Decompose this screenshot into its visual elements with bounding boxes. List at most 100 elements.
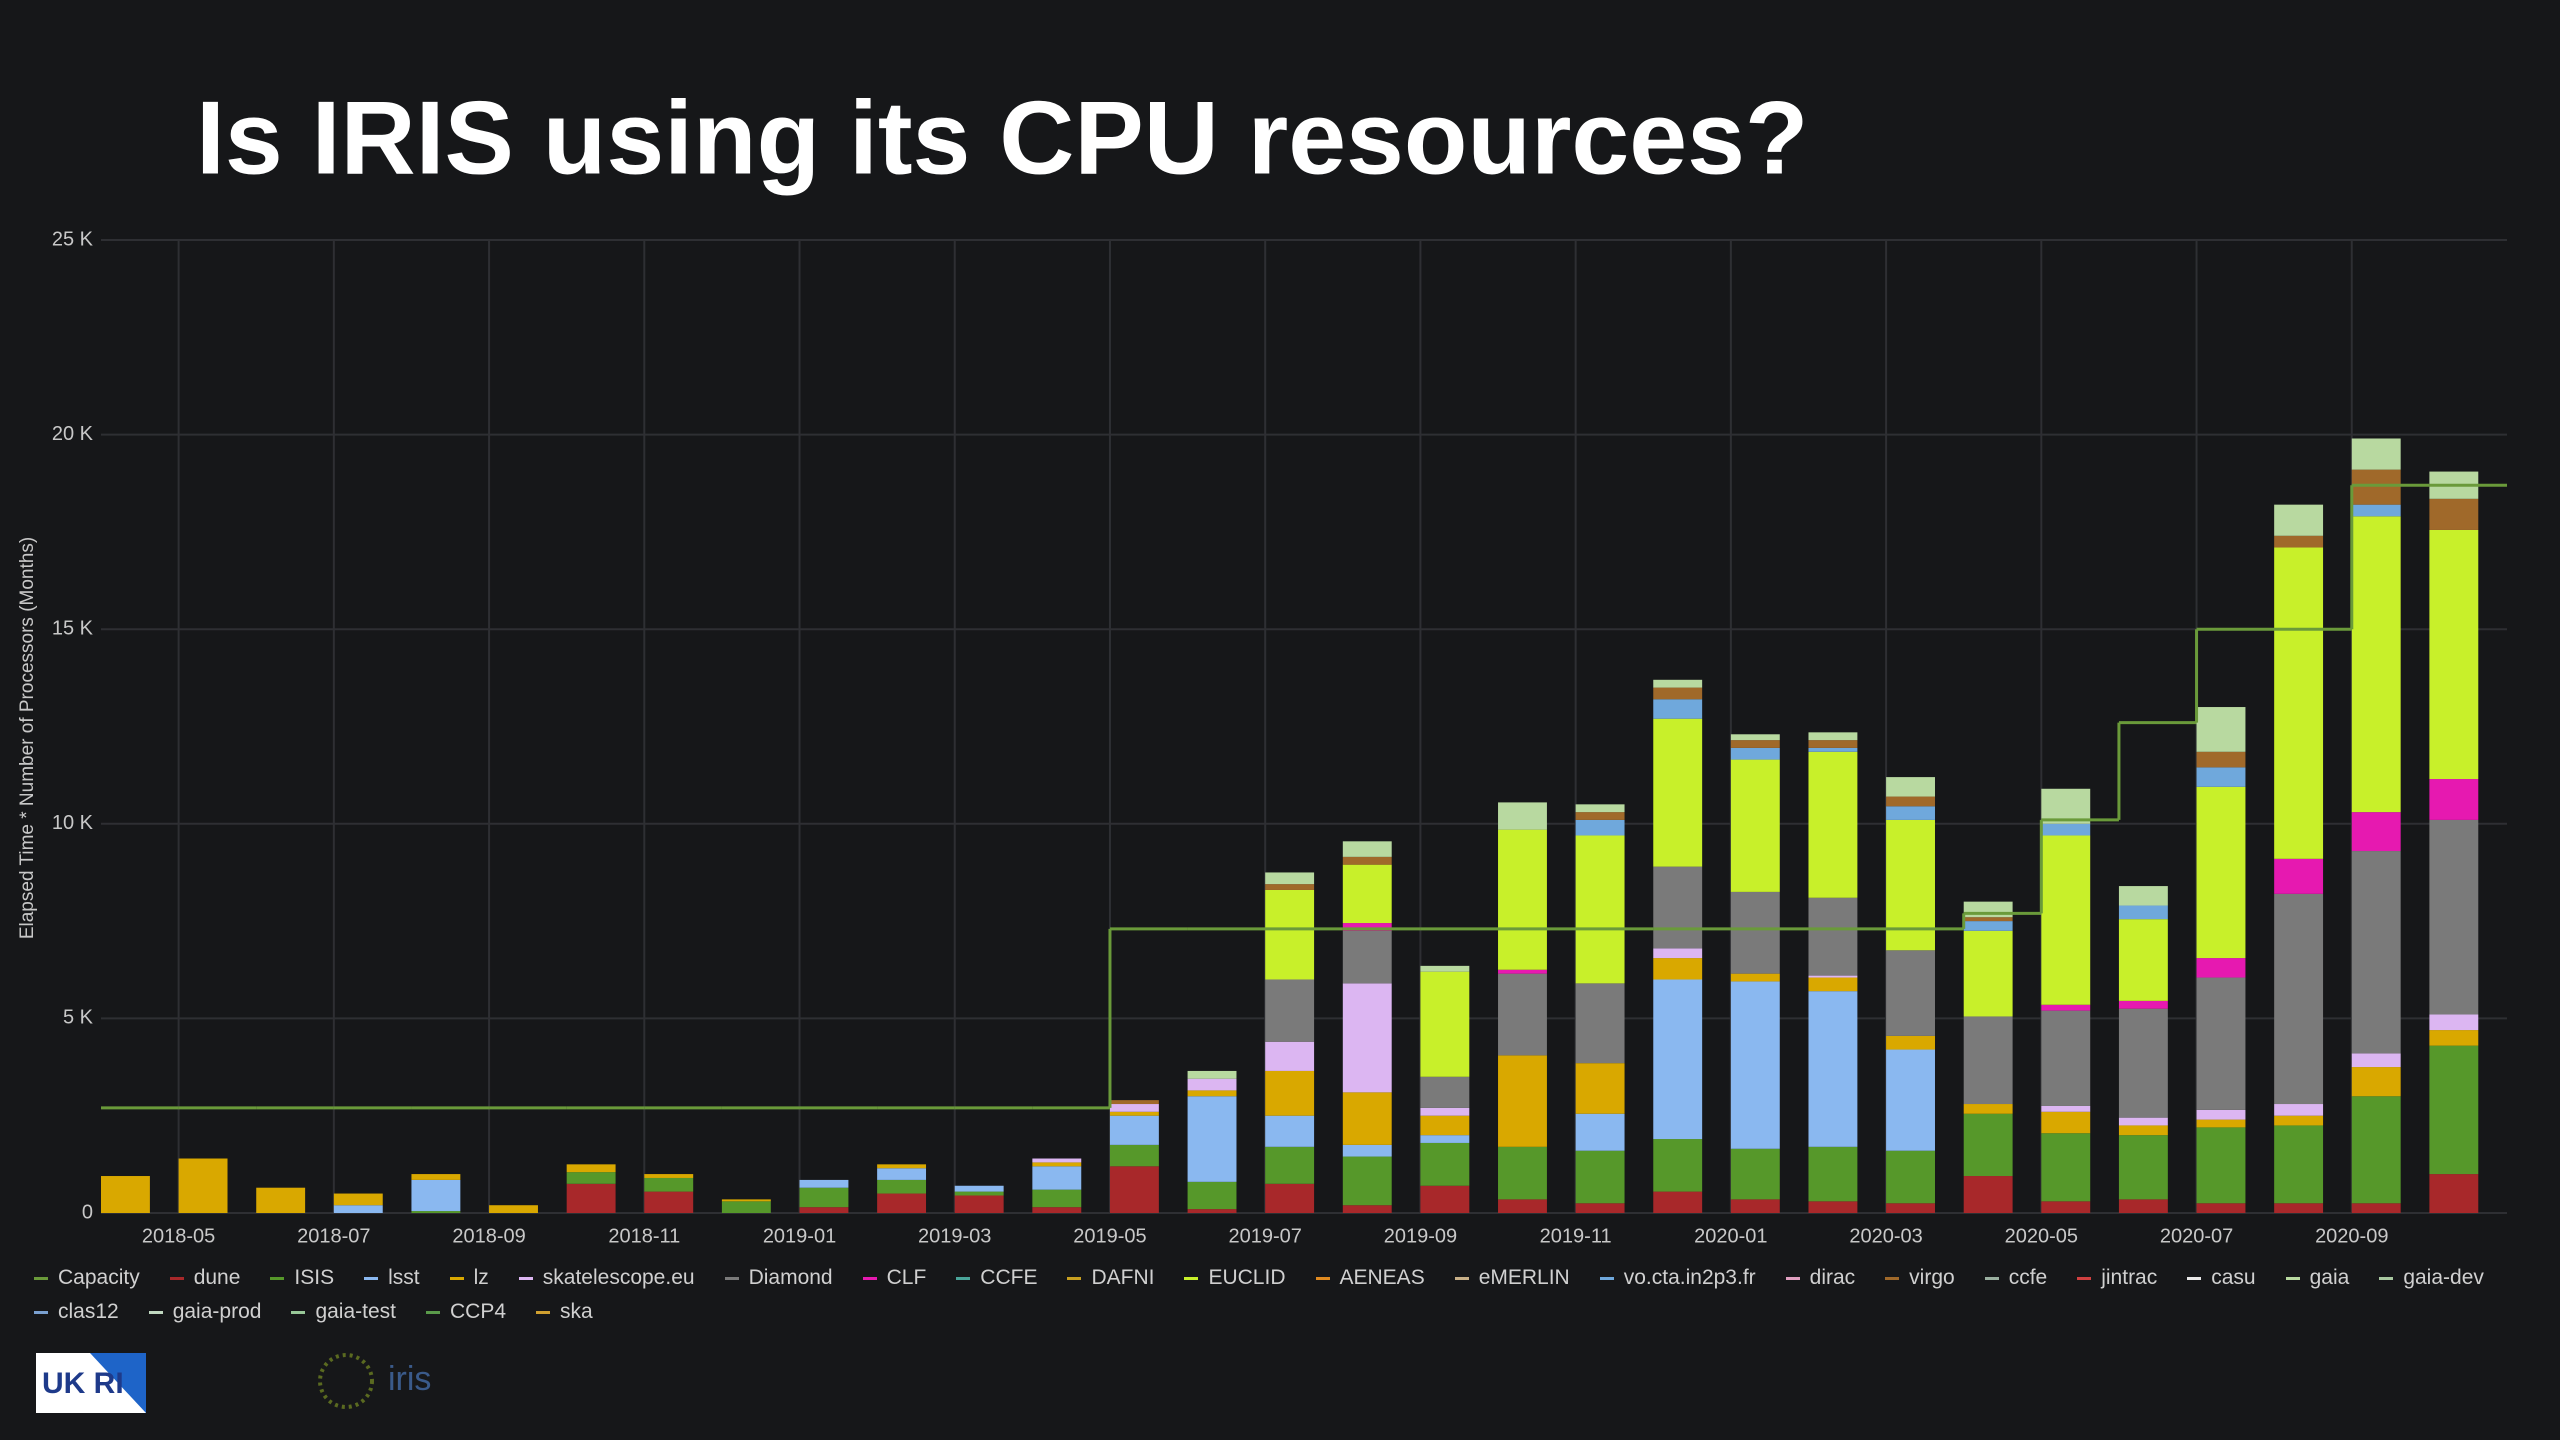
bar-segment [1886,1203,1935,1213]
bar-segment [1730,1199,1780,1213]
legend-label: EUCLID [1208,1266,1286,1289]
legend-item[interactable]: vo.cta.in2p3.fr [1599,1266,1756,1290]
legend-item[interactable]: gaia-prod [148,1300,262,1324]
bar-segment [954,1191,1004,1196]
legend-item[interactable]: skatelescope.eu [518,1266,695,1290]
bar-segment [1265,1146,1315,1184]
legend-item[interactable]: Diamond [724,1266,833,1290]
x-tick-label: 2019-05 [1073,1225,1146,1247]
legend-item[interactable]: eMERLIN [1454,1266,1570,1290]
legend-label: dune [193,1266,241,1289]
x-tick-label: 2020-01 [1694,1225,1767,1247]
bar-segment [1265,979,1315,1042]
bar-segment [2351,812,2401,852]
bar-segment [1808,977,1858,992]
bar-segment [1342,930,1392,984]
bar-segment [1498,1199,1547,1213]
bar-segment [1265,1070,1315,1116]
legend-item[interactable]: Capacity [34,1266,140,1290]
legend-item[interactable]: gaia-dev [2379,1266,2484,1290]
bar-segment [1109,1115,1159,1145]
bar-segment [1575,1063,1625,1114]
chart: Is IRIS using its CPU resources? Elapsed… [17,80,2507,1247]
bar-segment [1886,1035,1935,1050]
bar-segment [1420,1185,1470,1213]
legend-item[interactable]: clas12 [34,1300,119,1324]
bar-segment [333,1193,383,1206]
legend-item[interactable]: dune [169,1266,241,1290]
legend-label: Diamond [748,1266,833,1289]
legend-swatch [1184,1276,1199,1280]
legend-item[interactable]: gaia-test [291,1300,396,1324]
bar-segment [2041,1133,2091,1202]
bar-segment [1730,973,1780,982]
legend-swatch [2187,1276,2202,1280]
x-tick-label: 2019-09 [1384,1225,1457,1247]
x-tick-label: 2019-01 [763,1225,836,1247]
legend-item[interactable]: CLF [862,1266,926,1290]
bar-segment [644,1191,694,1213]
bar-segment [2429,1174,2479,1213]
legend-item[interactable]: ccfe [1984,1266,2048,1290]
bar-segment [2429,1045,2479,1175]
bar-segment [2118,1199,2168,1213]
iris-logo-ring [318,1353,374,1409]
bar-segment [1420,1115,1470,1136]
legend-item[interactable]: dirac [1785,1266,1855,1290]
legend-swatch [364,1276,379,1280]
bar-segment [1265,1115,1315,1147]
legend-swatch [34,1310,48,1314]
legend-label: casu [2211,1266,2256,1289]
legend-label: ska [560,1300,593,1323]
bar-segment [2429,1014,2479,1031]
bar-segment [2429,529,2479,780]
bar-segment [1730,1148,1780,1200]
bar-segment [1032,1207,1082,1213]
bar-segment [1653,866,1703,949]
bar-segment [1498,1146,1547,1200]
legend-label: gaia-prod [172,1300,262,1323]
legend-item[interactable]: CCFE [956,1266,1037,1290]
legend-item[interactable]: ska [536,1300,593,1324]
chart-title: Is IRIS using its CPU resources? [196,80,1808,196]
legend-label: ccfe [2008,1266,2048,1289]
y-tick-label: 20 K [52,423,94,445]
legend-label: gaia-dev [2403,1266,2484,1289]
legend-item[interactable]: gaia [2285,1266,2349,1290]
bar-segment [1808,747,1858,752]
legend-item[interactable]: casu [2187,1266,2256,1290]
legend-item[interactable]: CCP4 [425,1300,506,1324]
bar-segment [877,1179,927,1194]
bar-segment [1963,1176,2013,1213]
legend-label: jintrac [2101,1266,2158,1289]
bar-segment [877,1193,927,1213]
bar-segment [1575,804,1625,813]
bar-segment [721,1201,771,1213]
bar-segment [1420,1135,1470,1143]
bar-segment [2274,1104,2324,1116]
legend-item[interactable]: virgo [1885,1266,1955,1290]
legend-swatch [2077,1276,2092,1280]
legend-item[interactable]: EUCLID [1184,1266,1286,1290]
legend-label: DAFNI [1091,1266,1155,1289]
bar-segment [2274,893,2324,1105]
legend-item[interactable]: ISIS [270,1266,334,1290]
legend-swatch [862,1276,877,1280]
legend-item[interactable]: DAFNI [1067,1266,1154,1290]
legend-item[interactable]: AENEAS [1315,1266,1425,1290]
legend-swatch [518,1276,533,1280]
x-tick-label: 2020-03 [1849,1225,1922,1247]
legend-item[interactable]: lz [449,1266,489,1290]
legend-swatch [1785,1276,1800,1280]
bar-segment [644,1174,694,1178]
legend-item[interactable]: lsst [364,1266,420,1290]
bar-segment [1653,1191,1703,1213]
bar-segment [1187,1070,1237,1079]
bar-segment [1963,1113,2013,1177]
x-tick-label: 2018-05 [142,1225,215,1247]
bar-segment [1653,679,1703,688]
legend-item[interactable]: jintrac [2077,1266,2157,1290]
bar-segment [1109,1144,1159,1167]
x-tick-label: 2018-11 [608,1225,680,1247]
bar-segment [2118,905,2168,920]
